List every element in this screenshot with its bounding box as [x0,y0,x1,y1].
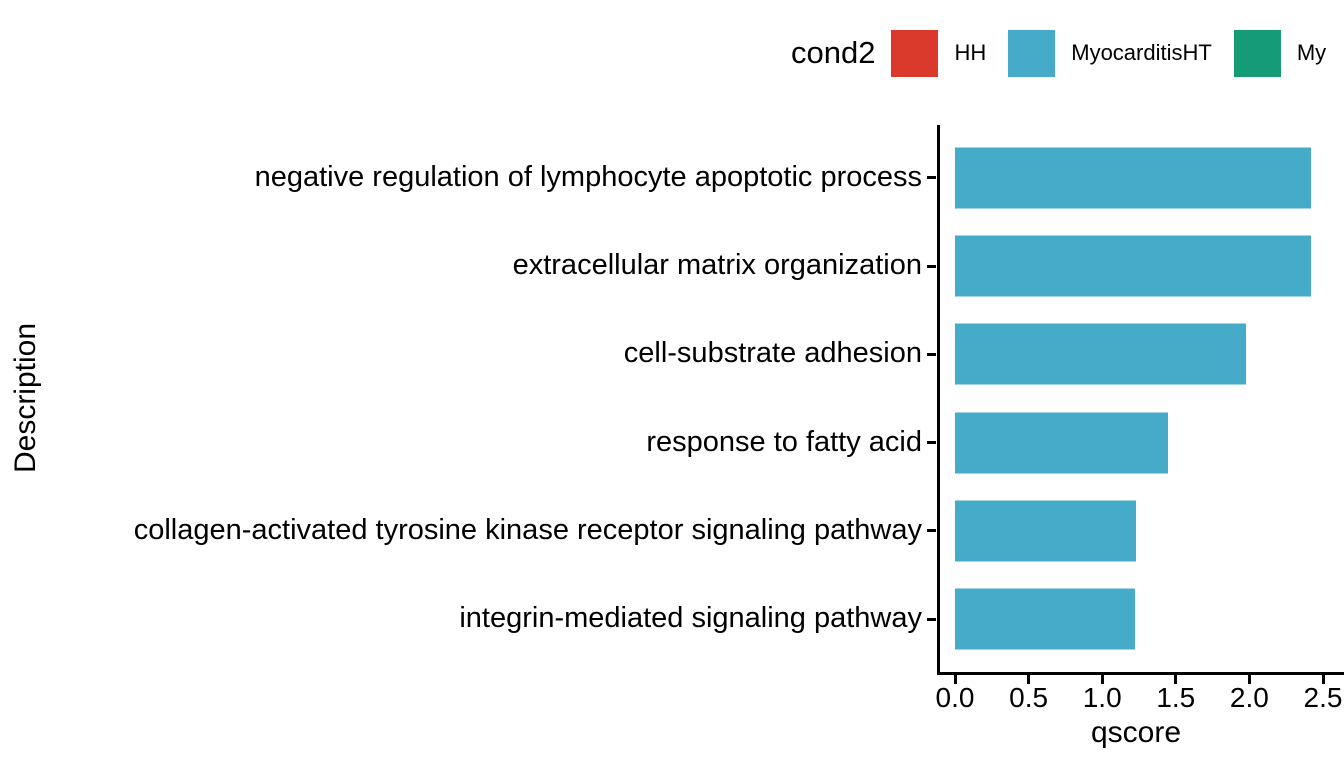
y-axis-title: Description [9,322,42,474]
y-axis-line [937,125,940,675]
bar [955,412,1169,474]
legend: cond2 HH MyocarditisHT My [791,28,1344,78]
x-tick-label: 2.5 [1303,682,1343,713]
legend-item-label: MyocarditisHT [1071,40,1212,65]
x-tick-mark [1247,672,1251,684]
x-tick-label: 1.5 [1156,682,1196,713]
y-tick-mark [927,352,936,356]
legend-swatch-icon [1008,29,1056,77]
x-tick-label: 0.0 [935,682,975,713]
category-label: cell-substrate adhesion [623,337,922,370]
bar [955,323,1247,385]
y-tick-mark [927,264,936,268]
legend-items: HH MyocarditisHT My [891,29,1344,77]
category-label: extracellular matrix organization [512,249,922,282]
category-label: integrin-mediated signaling pathway [459,602,922,635]
legend-swatch-icon [891,29,939,77]
bar [955,147,1312,209]
bar [955,588,1135,650]
legend-item-label: HH [954,40,987,65]
x-tick-mark [953,672,957,684]
legend-item-1: MyocarditisHT [1008,29,1212,77]
legend-item-label: My [1296,40,1327,65]
x-axis-title: qscore [1090,716,1182,749]
x-tick-mark [1100,672,1104,684]
x-tick-label: 0.5 [1009,682,1049,713]
y-tick-mark [927,529,936,533]
x-axis-line [937,672,1344,675]
y-tick-mark [927,441,936,445]
category-label: collagen-activated tyrosine kinase recep… [133,513,922,546]
category-label: negative regulation of lymphocyte apopto… [254,160,922,193]
bar [955,500,1137,562]
y-tick-mark [927,617,936,621]
legend-item-2: My [1233,29,1327,77]
legend-item-0: HH [891,29,987,77]
bar [955,235,1312,297]
x-tick-label: 2.0 [1229,682,1269,713]
x-tick-mark [1174,672,1178,684]
legend-title: cond2 [791,35,876,70]
x-tick-mark [1027,672,1031,684]
legend-swatch-icon [1233,29,1281,77]
x-tick-label: 1.0 [1082,682,1122,713]
y-tick-mark [927,176,936,180]
x-tick-mark [1321,672,1325,684]
category-label: response to fatty acid [646,425,922,458]
